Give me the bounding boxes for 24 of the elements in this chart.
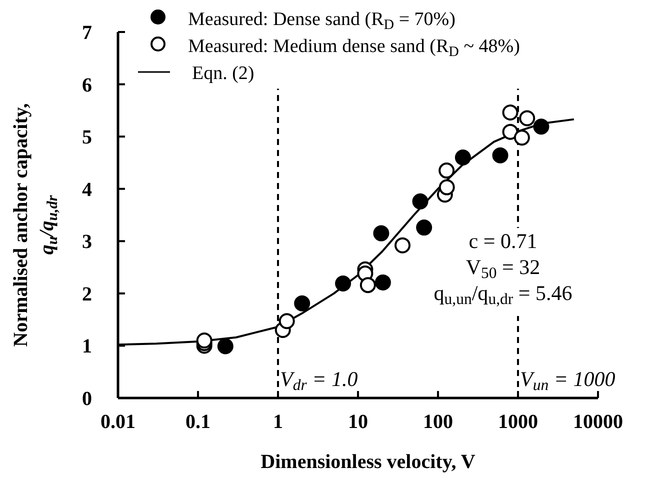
annotation: q$_{u,un}$/q$_{u,dr}$ = 5.46 [434, 281, 572, 308]
legend-label: Measured: Dense sand (R$_{D}$ = 70%) [188, 9, 456, 32]
x-tick-label: 10000 [573, 411, 623, 433]
y-tick-label: 3 [82, 231, 92, 254]
legend-label: Eqn. (2) [192, 63, 254, 84]
y-tick-label: 5 [82, 126, 92, 149]
y-tick-label: 2 [82, 283, 92, 306]
annotation: c = 0.71 [468, 229, 538, 253]
legend-label: Measured: Medium dense sand (R$_{D}$ ~ 48%) [188, 36, 520, 60]
x-tick-label: 0.01 [100, 411, 136, 433]
x-tick-label: 0.1 [186, 411, 210, 433]
x-tick-label: 10 [348, 411, 368, 433]
annotation: V$_{50}$ = 32 [466, 255, 540, 282]
y-tick-label: 7 [82, 22, 92, 44]
x-axis-title: Dimensionless velocity, V [260, 451, 476, 473]
y-tick-label: 0 [82, 388, 92, 410]
ref-line-label: V$_{un}$ = 1000 [520, 367, 616, 394]
ref-line-label: V$_{dr}$ = 1.0 [280, 367, 358, 394]
x-tick-label: 1 [273, 411, 283, 433]
x-tick-label: 100 [423, 411, 453, 433]
y-tick-label: 4 [82, 178, 92, 201]
y-tick-label: 1 [82, 336, 92, 358]
y-tick-label: 6 [82, 74, 92, 96]
x-tick-label: 1000 [498, 411, 538, 433]
